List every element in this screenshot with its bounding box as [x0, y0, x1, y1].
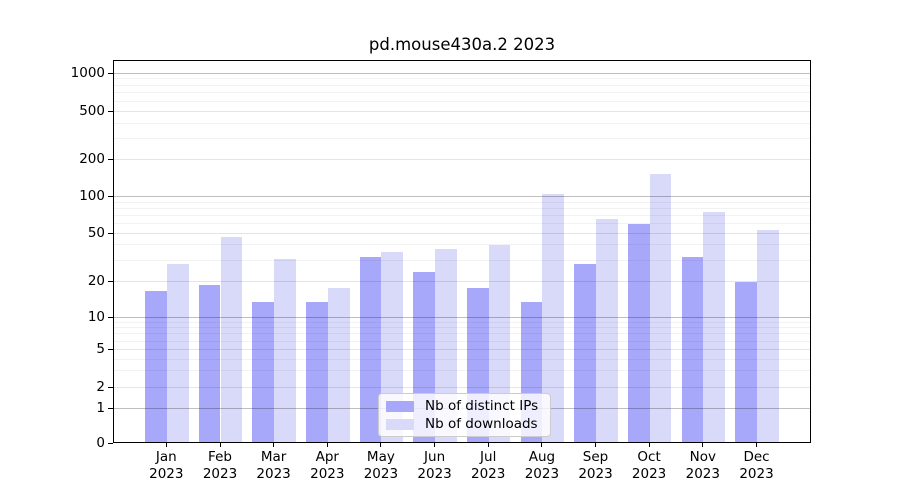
bar-downloads-feb — [220, 237, 243, 442]
y-tick-label-1000: 1000 — [70, 64, 105, 81]
legend-label-downloads: Nb of downloads — [425, 416, 538, 432]
x-tick-label-aug: Aug 2023 — [524, 449, 560, 482]
y-tick-label-0: 0 — [96, 434, 105, 451]
legend-item-downloads: Nb of downloads — [379, 416, 550, 432]
bar-downloads-jul — [488, 244, 511, 442]
bar-distinct-ips-apr — [305, 302, 328, 442]
bar-distinct-ips-sep — [574, 264, 596, 442]
bar-downloads-dec — [757, 229, 779, 442]
x-tick-jun — [434, 443, 436, 447]
x-tick-apr — [326, 443, 328, 447]
bar-distinct-ips-jan — [145, 291, 167, 442]
x-tick-label-nov: Nov 2023 — [685, 449, 720, 482]
legend-label-distinct-ips: Nb of distinct IPs — [425, 398, 539, 414]
chart-title: pd.mouse430a.2 2023 — [368, 35, 556, 54]
y-tick-label-2: 2 — [96, 379, 105, 396]
bar-downloads-nov — [703, 212, 726, 442]
x-tick-label-feb: Feb 2023 — [202, 449, 238, 482]
x-tick-jan — [165, 443, 167, 447]
bar-downloads-apr — [327, 288, 350, 442]
y-tick-label-50: 50 — [87, 224, 105, 241]
x-tick-label-sep: Sep 2023 — [578, 449, 613, 482]
x-tick-feb — [219, 443, 221, 447]
x-tick-mar — [273, 443, 275, 447]
legend-item-distinct-ips: Nb of distinct IPs — [379, 398, 550, 414]
legend-swatch-distinct-ips — [386, 400, 414, 412]
legend: Nb of distinct IPs Nb of downloads — [378, 393, 551, 437]
y-tick-label-20: 20 — [87, 272, 105, 289]
bar-downloads-mar — [274, 258, 296, 442]
x-tick-label-jul: Jul 2023 — [471, 449, 506, 482]
y-tick-50 — [108, 232, 113, 234]
x-tick-label-jan: Jan 2023 — [149, 449, 184, 482]
bar-distinct-ips-feb — [198, 285, 221, 442]
bar-downloads-sep — [596, 218, 618, 442]
y-tick-100 — [108, 196, 113, 197]
bar-distinct-ips-oct — [627, 223, 650, 442]
x-tick-label-may: May 2023 — [363, 449, 399, 482]
bar-distinct-ips-nov — [681, 256, 704, 442]
y-tick-label-200: 200 — [79, 151, 105, 168]
x-tick-dec — [756, 443, 757, 447]
legend-swatch-downloads — [386, 418, 414, 430]
bar-distinct-ips-mar — [252, 302, 275, 442]
y-tick-10 — [108, 316, 113, 318]
x-tick-sep — [595, 443, 596, 447]
y-tick-20 — [108, 280, 113, 282]
x-tick-oct — [648, 443, 650, 447]
plot-area: Nb of distinct IPs Nb of downloads — [113, 60, 811, 443]
y-tick-0 — [108, 442, 113, 444]
x-tick-nov — [702, 443, 704, 447]
y-tick-label-500: 500 — [79, 102, 105, 119]
y-tick-label-1: 1 — [96, 400, 105, 417]
y-tick-200 — [108, 159, 113, 161]
x-tick-label-apr: Apr 2023 — [310, 449, 345, 482]
x-tick-label-mar: Mar 2023 — [256, 449, 291, 482]
bar-distinct-ips-dec — [735, 282, 757, 442]
bar-distinct-ips-may — [359, 256, 382, 442]
x-tick-label-dec: Dec 2023 — [739, 449, 774, 482]
y-tick-label-5: 5 — [96, 341, 105, 358]
x-tick-label-jun: Jun 2023 — [417, 449, 452, 482]
x-tick-may — [380, 443, 382, 447]
x-tick-jul — [487, 443, 489, 447]
y-tick-1 — [108, 408, 113, 410]
x-tick-aug — [541, 443, 543, 447]
y-tick-1000 — [108, 72, 113, 74]
y-tick-label-10: 10 — [87, 308, 105, 325]
bar-downloads-aug — [542, 194, 565, 442]
x-tick-label-oct: Oct 2023 — [631, 449, 667, 482]
bar-downloads-oct — [649, 173, 672, 442]
bars-layer — [114, 61, 810, 442]
bar-downloads-jan — [166, 264, 189, 442]
y-tick-5 — [108, 349, 113, 351]
y-tick-500 — [108, 110, 113, 112]
y-tick-2 — [108, 387, 113, 389]
y-tick-label-100: 100 — [79, 188, 105, 204]
